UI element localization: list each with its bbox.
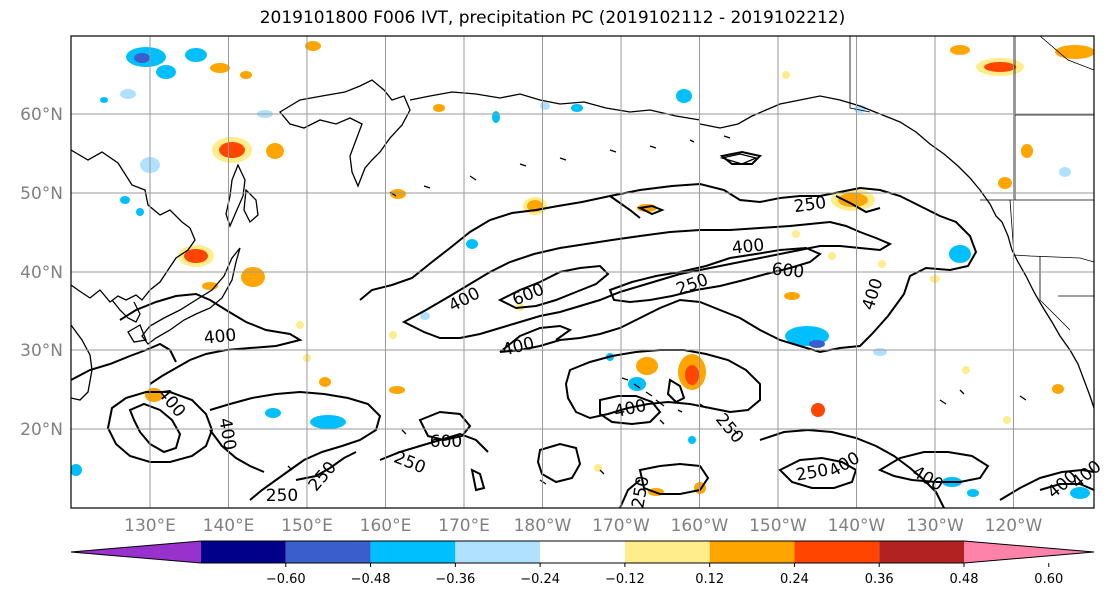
colorbar-tick-label: −0.12 bbox=[605, 572, 645, 587]
contour-label: 400 bbox=[908, 462, 946, 496]
colorbar-tick-label: 0.24 bbox=[780, 572, 809, 587]
latitude-label: 20°N bbox=[20, 420, 63, 440]
map-frame bbox=[70, 35, 1095, 509]
colorbar-tick-label: 0.60 bbox=[1034, 572, 1063, 587]
longitude-label: 150°W bbox=[749, 516, 807, 536]
colorbar-segment bbox=[709, 541, 795, 563]
longitude-label: 160°W bbox=[671, 516, 729, 536]
colorbar-tick-label: 0.12 bbox=[695, 572, 724, 587]
precipitation-shading bbox=[71, 41, 1094, 499]
longitude-label: 140°W bbox=[828, 516, 886, 536]
map-gridlines bbox=[71, 36, 1094, 508]
latitude-label: 30°N bbox=[20, 341, 63, 361]
contour-label: 400 bbox=[203, 325, 237, 348]
colorbar-extend-low bbox=[71, 541, 201, 563]
colorbar-segment bbox=[794, 541, 880, 563]
map-title: 2019101800 F006 IVT, precipitation PC (2… bbox=[259, 8, 846, 28]
colorbar-outline bbox=[70, 540, 1095, 564]
colorbar-tick-label: −0.24 bbox=[520, 572, 560, 587]
colorbar-segment bbox=[455, 541, 541, 563]
latitude-labels: 20°N 30°N 40°N 50°N 60°N bbox=[20, 105, 63, 440]
latitude-label: 60°N bbox=[20, 105, 63, 125]
colorbar-segment bbox=[540, 541, 625, 563]
contour-label: 250 bbox=[794, 460, 829, 485]
longitude-label: 170°E bbox=[438, 516, 490, 536]
latitude-label: 50°N bbox=[20, 184, 63, 204]
colorbar-labels: −0.60 −0.48 −0.36 −0.24 −0.12 0.12 0.24 0.36 0.4… bbox=[266, 563, 1063, 587]
colorbar-extend-high bbox=[964, 541, 1094, 563]
contour-label: 600 bbox=[430, 432, 462, 452]
contour-label: 250 bbox=[391, 448, 429, 479]
latitude-label: 40°N bbox=[20, 263, 63, 283]
contour-label: 250 bbox=[266, 486, 298, 506]
contour-label: 400 bbox=[500, 333, 536, 360]
longitude-label: 120°W bbox=[985, 516, 1043, 536]
contour-label: 250 bbox=[793, 193, 828, 217]
contour-label: 400 bbox=[731, 235, 765, 258]
colorbar bbox=[70, 540, 1095, 564]
longitude-labels: 130°E 140°E 150°E 160°E 170°E 180°W 170°W 160°W… bbox=[124, 516, 1042, 536]
colorbar-segment bbox=[879, 541, 964, 563]
longitude-label: 130°E bbox=[124, 516, 176, 536]
longitude-label: 170°W bbox=[592, 516, 650, 536]
colorbar-tick-label: 0.48 bbox=[950, 572, 979, 587]
colorbar-segment bbox=[201, 541, 286, 563]
coastlines bbox=[71, 36, 1094, 485]
longitude-label: 150°E bbox=[281, 516, 333, 536]
contour-label: 400 bbox=[214, 416, 239, 451]
colorbar-tick-label: 0.36 bbox=[865, 572, 894, 587]
contour-label: 250 bbox=[711, 410, 747, 448]
contour-label: 600 bbox=[510, 280, 548, 311]
colorbar-tick-label: −0.60 bbox=[266, 572, 306, 587]
colorbar-segment bbox=[624, 541, 710, 563]
longitude-label: 180°W bbox=[514, 516, 572, 536]
longitude-label: 160°E bbox=[360, 516, 412, 536]
colorbar-tick-label: −0.36 bbox=[435, 572, 475, 587]
ivt-contours bbox=[71, 150, 1094, 508]
longitude-label: 130°W bbox=[906, 516, 964, 536]
contour-label: 250 bbox=[628, 474, 653, 509]
contour-label: 400 bbox=[858, 276, 887, 313]
contour-label: 600 bbox=[771, 259, 805, 282]
longitude-label: 140°E bbox=[203, 516, 255, 536]
contour-label: 400 bbox=[612, 396, 648, 422]
colorbar-segment bbox=[370, 541, 456, 563]
colorbar-segment bbox=[285, 541, 371, 563]
colorbar-tick-label: −0.48 bbox=[351, 572, 391, 587]
contour-label: 400 bbox=[825, 448, 863, 482]
